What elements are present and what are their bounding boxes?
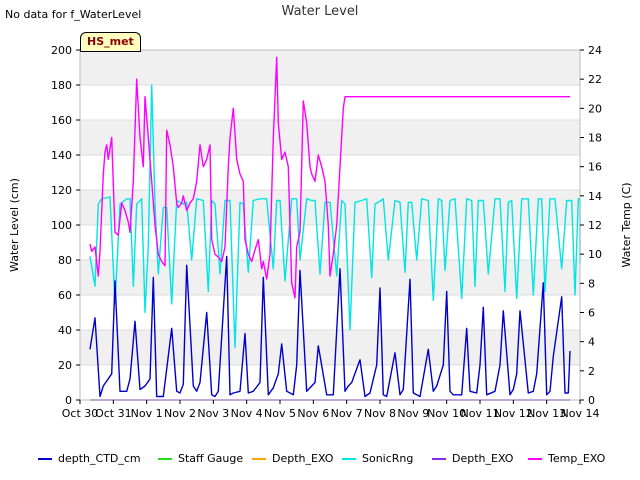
legend-item: Temp_EXO: [528, 452, 605, 465]
y-tick-label: 100: [51, 219, 72, 232]
legend-item: Depth_EXO: [432, 452, 513, 465]
y-tick-label: 40: [58, 324, 72, 337]
y-tick-label: 140: [51, 149, 72, 162]
x-tick-label: Nov 12: [494, 407, 533, 420]
legend-item: Depth_EXO: [252, 452, 333, 465]
chart-title: Water Level: [282, 4, 359, 19]
x-tick-label: Oct 30: [62, 407, 99, 420]
x-tick-label: Nov 11: [461, 407, 500, 420]
legend-swatch: [38, 458, 52, 460]
y2-tick-label: 20: [588, 102, 602, 115]
legend-label: Temp_EXO: [548, 452, 606, 465]
y2-tick-label: 12: [588, 219, 602, 232]
legend-swatch: [252, 458, 266, 460]
legend-label: SonicRng: [362, 452, 414, 465]
x-tick-label: Nov 7: [331, 407, 363, 420]
y2-tick-label: 18: [588, 132, 602, 145]
y-tick-label: 60: [58, 289, 72, 302]
y-tick-label: 200: [51, 44, 72, 57]
y-tick-label: 120: [51, 184, 72, 197]
series-line-depth-ctd-cm: [89, 255, 571, 398]
station-badge: HS_met: [80, 32, 141, 52]
x-tick-label: Nov 4: [231, 407, 263, 420]
x-tick-label: Oct 31: [95, 407, 132, 420]
background-band: [80, 50, 580, 85]
background-band: [80, 330, 580, 365]
y2-tick-label: 24: [588, 44, 602, 57]
y2-axis-label: Water Temp (C): [620, 182, 633, 267]
x-tick-label: Nov 8: [364, 407, 396, 420]
y-tick-label: 180: [51, 79, 72, 92]
axes: 0204060801001201401601802000246810121416…: [51, 44, 602, 420]
series-line-sonicrng: [89, 84, 581, 349]
legend-swatch: [528, 458, 542, 460]
x-tick-label: Nov 13: [527, 407, 566, 420]
legend-label: Depth_EXO: [452, 452, 514, 465]
x-tick-label: Nov 3: [197, 407, 229, 420]
y2-tick-label: 16: [588, 161, 602, 174]
y2-tick-label: 2: [588, 365, 595, 378]
y2-tick-label: 4: [588, 336, 595, 349]
legend-item: depth_CTD_cm: [38, 452, 141, 465]
y2-tick-label: 14: [588, 190, 602, 203]
background-band: [80, 120, 580, 155]
y2-tick-label: 22: [588, 73, 602, 86]
x-tick-label: Nov 14: [561, 407, 600, 420]
y2-tick-label: 6: [588, 307, 595, 320]
y2-tick-label: 8: [588, 277, 595, 290]
x-tick-label: Nov 10: [427, 407, 466, 420]
y-tick-label: 20: [58, 359, 72, 372]
x-tick-label: Nov 2: [164, 407, 196, 420]
legend: depth_CTD_cm Staff Gauge Depth_EXO SonicRng…: [0, 452, 640, 470]
legend-swatch: [158, 458, 172, 460]
series-line-temp-exo: [89, 56, 570, 299]
y2-tick-label: 0: [588, 394, 595, 407]
x-tick-label: Nov 1: [131, 407, 163, 420]
legend-label: Staff Gauge: [178, 452, 244, 465]
x-tick-label: Nov 9: [397, 407, 429, 420]
x-tick-label: Nov 6: [297, 407, 329, 420]
legend-item: Staff Gauge: [158, 452, 243, 465]
x-tick-label: Nov 5: [264, 407, 296, 420]
legend-label: Depth_EXO: [272, 452, 334, 465]
legend-label: depth_CTD_cm: [58, 452, 141, 465]
y-tick-label: 0: [65, 394, 72, 407]
legend-swatch: [342, 458, 356, 460]
legend-swatch: [432, 458, 446, 460]
background-bands: [80, 50, 580, 365]
y-axis-label: Water Level (cm): [8, 178, 21, 272]
no-data-message: No data for f_WaterLevel: [5, 8, 142, 21]
y2-tick-label: 10: [588, 248, 602, 261]
legend-item: SonicRng: [342, 452, 413, 465]
y-tick-label: 80: [58, 254, 72, 267]
y-tick-label: 160: [51, 114, 72, 127]
